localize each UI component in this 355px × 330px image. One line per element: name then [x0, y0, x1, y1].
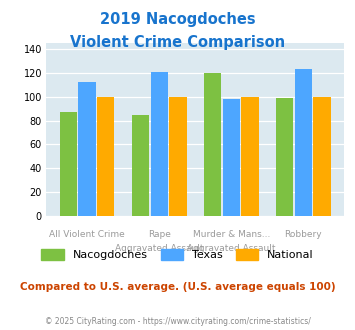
Text: Aggravated Assault: Aggravated Assault: [187, 244, 275, 253]
Bar: [78, 82, 96, 216]
Bar: [132, 115, 149, 216]
Bar: [169, 97, 187, 216]
Bar: [241, 97, 259, 216]
Text: All Violent Crime: All Violent Crime: [49, 230, 125, 239]
Bar: [276, 98, 293, 216]
Bar: [313, 97, 331, 216]
Text: Robbery: Robbery: [285, 230, 322, 239]
Bar: [60, 112, 77, 216]
Text: © 2025 CityRating.com - https://www.cityrating.com/crime-statistics/: © 2025 CityRating.com - https://www.city…: [45, 317, 310, 326]
Legend: Nacogdoches, Texas, National: Nacogdoches, Texas, National: [41, 248, 314, 260]
Text: Aggravated Assault: Aggravated Assault: [115, 244, 203, 253]
Bar: [204, 73, 221, 216]
Bar: [295, 69, 312, 216]
Text: 2019 Nacogdoches: 2019 Nacogdoches: [100, 12, 255, 26]
Text: Compared to U.S. average. (U.S. average equals 100): Compared to U.S. average. (U.S. average …: [20, 282, 335, 292]
Text: Murder & Mans...: Murder & Mans...: [193, 230, 270, 239]
Text: Rape: Rape: [148, 230, 171, 239]
Bar: [223, 99, 240, 216]
Bar: [151, 72, 168, 216]
Text: Violent Crime Comparison: Violent Crime Comparison: [70, 35, 285, 50]
Bar: [97, 97, 115, 216]
